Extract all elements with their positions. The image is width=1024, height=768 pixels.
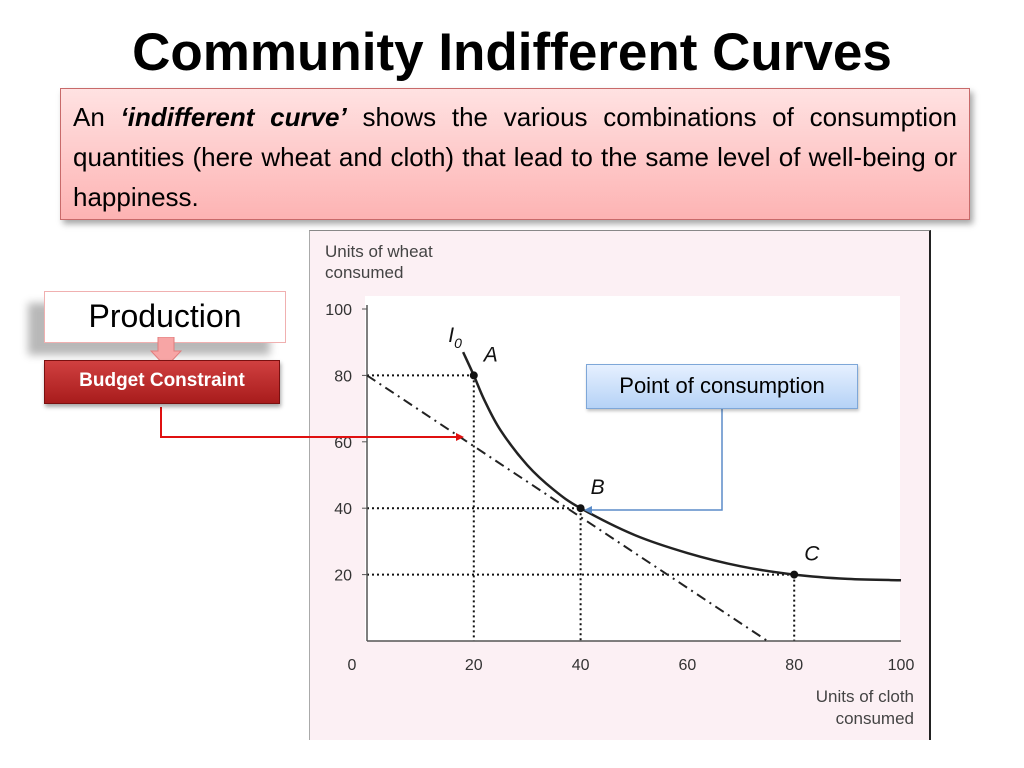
curve-label-sub: 0 [454, 335, 462, 351]
x-tick-label: 100 [888, 657, 915, 674]
guide-lines [367, 374, 796, 641]
x-tick-label: 40 [572, 657, 590, 674]
budget-constraint-box: Budget Constraint [44, 360, 280, 404]
definition-box: An ‘indifferent curve’ shows the various… [60, 88, 970, 220]
point-marker [469, 371, 478, 380]
production-box: Production [44, 291, 286, 343]
connector-arrow-icon [160, 407, 464, 441]
chart-axes [362, 305, 901, 642]
chart-points [469, 371, 799, 579]
y-tick-label: 100 [325, 302, 352, 319]
x-axis-title: consumed [836, 709, 914, 728]
x-tick-label: 20 [465, 657, 483, 674]
point-label: B [591, 476, 605, 499]
x-axis-title: Units of cloth [816, 687, 914, 706]
point-of-consumption-callout: Point of consumption [586, 364, 858, 409]
budget-line [366, 374, 769, 642]
curve-label: I0 [448, 324, 462, 351]
y-tick-label: 80 [334, 368, 352, 385]
point-marker [790, 570, 799, 579]
y-tick-label: 20 [334, 568, 352, 585]
down-arrow-icon [150, 337, 182, 368]
definition-body: shows the various combinations of consum… [73, 102, 957, 212]
y-tick-label: 40 [334, 501, 352, 518]
point-label: C [804, 543, 820, 566]
definition-prefix: An [73, 102, 121, 132]
y-tick-label: 60 [334, 435, 352, 452]
y-axis-title: consumed [325, 263, 403, 282]
curve-label-main: I [448, 324, 454, 347]
x-tick-label: 80 [785, 657, 803, 674]
x-tick-label: 0 [348, 657, 357, 674]
point-label: A [482, 343, 498, 366]
x-tick-label: 60 [679, 657, 697, 674]
y-axis-title: Units of wheat [325, 242, 433, 261]
callout-pointer [584, 409, 723, 514]
point-marker [576, 504, 585, 513]
slide-title: Community Indifferent Curves [132, 23, 892, 82]
chart-text: 20 40 60 80 100 0 20 40 60 80 100 Units of wheat con… [325, 242, 914, 728]
plot-area [365, 296, 900, 641]
definition-emphasis: ‘indifferent curve’ [120, 102, 347, 132]
